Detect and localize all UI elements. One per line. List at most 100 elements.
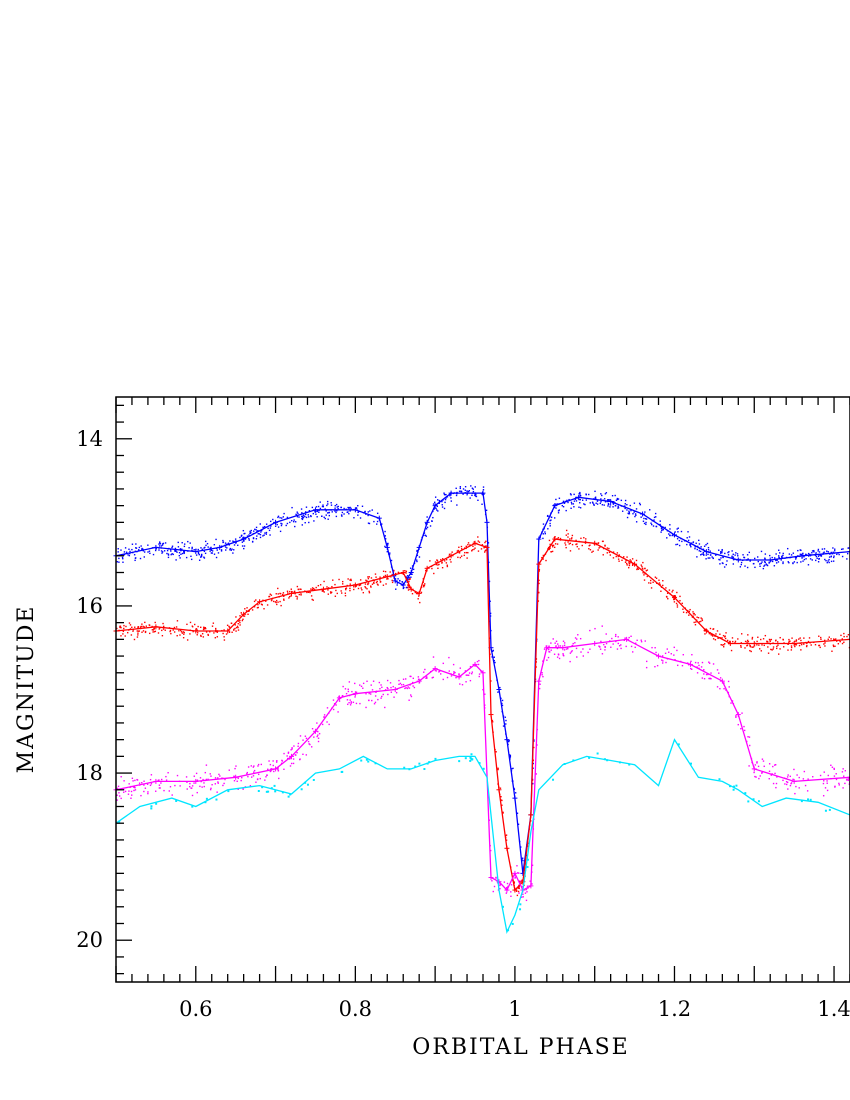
data-point: [595, 502, 597, 504]
data-point: [719, 677, 722, 679]
data-point: [679, 595, 681, 598]
data-point: [222, 541, 225, 543]
data-point: [628, 510, 630, 512]
data-point: [779, 552, 781, 554]
data-point: [289, 765, 292, 767]
data-point: [756, 762, 758, 764]
data-point: [171, 545, 174, 547]
data-point: [715, 633, 717, 635]
data-point: [790, 782, 793, 784]
data-point: [826, 780, 828, 782]
data-point: [384, 689, 387, 691]
data-point: [189, 782, 191, 785]
data-point: [183, 551, 185, 554]
data-point: [371, 583, 374, 585]
data-point: [519, 903, 522, 906]
data-point: [681, 602, 683, 605]
data-point: [354, 696, 356, 698]
data-point: [148, 632, 151, 635]
data-point: [423, 671, 425, 673]
data-point: [296, 598, 298, 600]
x-tick-label: 0.6: [179, 997, 212, 1021]
data-point: [204, 552, 207, 555]
data-point: [127, 793, 130, 795]
data-point: [345, 587, 348, 589]
data-point: [435, 563, 438, 566]
data-point: [178, 554, 181, 557]
data-point: [160, 545, 163, 547]
data-point: [290, 595, 292, 597]
data-point: [828, 561, 830, 564]
data-point: [828, 636, 830, 638]
data-point: [367, 582, 370, 584]
data-point: [373, 581, 375, 584]
data-point: [550, 519, 552, 521]
data-point: [154, 630, 157, 633]
data-point: [200, 626, 202, 629]
data-point: [367, 514, 369, 517]
data-point: [698, 664, 700, 667]
data-point: [719, 563, 721, 565]
data-point: [165, 775, 167, 778]
data-point: [322, 504, 324, 506]
data-point: [384, 530, 386, 533]
data-point: [277, 516, 279, 519]
data-point: [697, 662, 699, 664]
data-point: [200, 780, 202, 783]
data-point: [646, 569, 649, 571]
data-point: [782, 638, 784, 641]
data-point: [520, 880, 522, 882]
data-point: [425, 528, 428, 530]
data-point: [501, 799, 503, 802]
data-point: [838, 782, 840, 785]
data-point: [640, 564, 642, 566]
data-point: [296, 511, 298, 513]
data-point: [158, 779, 160, 781]
data-point: [250, 765, 252, 767]
data-point: [603, 498, 606, 500]
data-point: [466, 557, 468, 559]
data-point: [153, 631, 156, 633]
data-point: [514, 792, 517, 794]
data-point: [214, 777, 217, 779]
data-point: [794, 643, 796, 646]
data-point: [603, 643, 605, 646]
data-point: [600, 501, 602, 503]
data-point: [558, 497, 561, 499]
data-point: [167, 553, 170, 555]
data-point: [308, 521, 310, 524]
data-point: [782, 646, 785, 648]
data-point: [462, 488, 465, 490]
data-point: [748, 551, 751, 554]
data-point: [571, 537, 573, 539]
data-point: [565, 534, 567, 536]
data-point: [340, 506, 342, 509]
data-point: [150, 805, 153, 808]
data-point: [167, 554, 170, 556]
data-point: [557, 645, 560, 647]
data-point: [547, 528, 549, 530]
data-point: [847, 779, 849, 782]
data-point: [740, 645, 742, 647]
data-point: [178, 630, 180, 632]
data-point: [297, 588, 300, 591]
data-point: [390, 686, 392, 689]
data-point: [142, 550, 145, 552]
data-point: [353, 586, 355, 588]
data-point: [349, 506, 351, 509]
data-point: [128, 790, 130, 792]
data-point: [770, 560, 772, 562]
data-point: [297, 745, 299, 747]
data-point: [185, 776, 188, 778]
data-point: [186, 623, 188, 626]
data-point: [304, 513, 307, 516]
data-point: [609, 506, 611, 508]
data-point: [744, 647, 746, 649]
data-point: [233, 629, 235, 631]
data-point: [770, 774, 773, 776]
data-point: [838, 553, 840, 556]
data-point: [682, 608, 684, 610]
data-point: [789, 640, 791, 642]
data-point: [518, 887, 520, 890]
data-point: [277, 769, 279, 771]
